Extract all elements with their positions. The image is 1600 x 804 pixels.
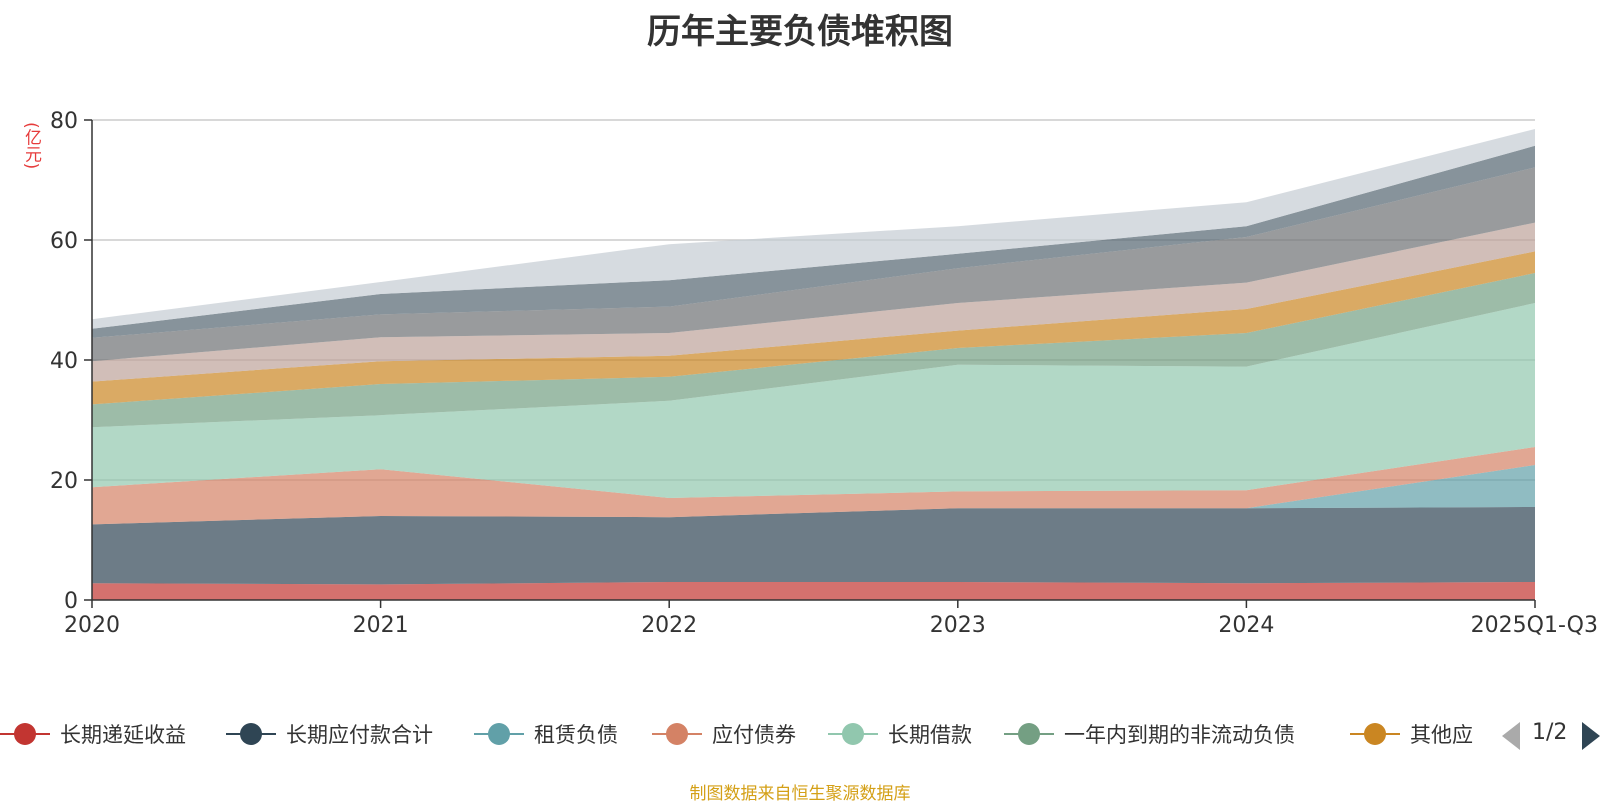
legend-item-2[interactable]: 长期应付款合计 xyxy=(226,716,433,752)
legend-item-1[interactable]: 长期递延收益 xyxy=(0,716,186,752)
legend-dot xyxy=(14,723,36,745)
data-source-note: 制图数据来自恒生聚源数据库 xyxy=(689,784,911,804)
legend-marker-icon xyxy=(1004,716,1054,752)
x-tick-label: 2024 xyxy=(1218,613,1274,638)
area-series-11 xyxy=(92,129,1535,329)
legend-dot xyxy=(1364,723,1386,745)
legend-dot xyxy=(488,723,510,745)
x-tick-label: 2022 xyxy=(641,613,697,638)
x-tick-label: 2020 xyxy=(64,613,120,638)
x-tick-label: 2023 xyxy=(930,613,986,638)
legend-marker-icon xyxy=(474,716,524,752)
x-tick-label: 2025Q1-Q3 xyxy=(1471,613,1598,638)
legend-dot xyxy=(1018,723,1040,745)
legend-label: 应付债券 xyxy=(712,723,796,747)
y-tick-label: 20 xyxy=(50,469,78,494)
area-layers xyxy=(92,129,1535,600)
y-tick-label: 0 xyxy=(64,589,78,614)
legend-label: 长期应付款合计 xyxy=(286,723,433,747)
y-axis-unit-label: (亿元) xyxy=(21,122,41,170)
y-tick-label: 40 xyxy=(50,349,78,374)
axes: 0 20 40 60 80 2020 2021 2022 2023 2024 2025Q1-Q3 xyxy=(50,109,1598,638)
x-tick-label: 2021 xyxy=(353,613,409,638)
area-series-10 xyxy=(92,145,1535,338)
legend-item-7[interactable]: 其他应 xyxy=(1350,716,1473,752)
legend-prev-page-icon[interactable] xyxy=(1502,722,1520,750)
area-series-7 xyxy=(92,251,1535,405)
legend-item-4[interactable]: 应付债券 xyxy=(652,716,796,752)
legend-marker-icon xyxy=(0,716,50,752)
area-series-4 xyxy=(92,447,1535,525)
chart-title: 历年主要负债堆积图 xyxy=(647,12,953,52)
legend-marker-icon xyxy=(226,716,276,752)
legend-label: 其他应 xyxy=(1410,723,1473,747)
y-tick-label: 80 xyxy=(50,109,78,134)
area-series-9 xyxy=(92,167,1535,362)
area-series-2 xyxy=(92,507,1535,585)
legend-label: 长期递延收益 xyxy=(60,723,186,747)
legend-label: 租赁负债 xyxy=(534,723,618,747)
legend-marker-icon xyxy=(1350,716,1400,752)
area-series-5 xyxy=(92,303,1535,498)
legend-item-6[interactable]: 一年内到期的非流动负债 xyxy=(1004,716,1295,752)
y-tick-label: 60 xyxy=(50,229,78,254)
legend-marker-icon xyxy=(828,716,878,752)
legend-dot xyxy=(240,723,262,745)
legend-item-3[interactable]: 租赁负债 xyxy=(474,716,618,752)
legend-dot xyxy=(842,723,864,745)
area-series-1 xyxy=(92,582,1535,600)
legend: 长期递延收益 长期应付款合计 租赁负债 应付债券 长期借款 一年内到期的非流动负… xyxy=(0,716,1600,752)
legend-item-5[interactable]: 长期借款 xyxy=(828,716,972,752)
legend-label: 一年内到期的非流动负债 xyxy=(1064,723,1295,747)
area-series-6 xyxy=(92,273,1535,428)
legend-marker-icon xyxy=(652,716,702,752)
legend-page-indicator: 1/2 xyxy=(1532,720,1568,745)
legend-dot xyxy=(666,723,688,745)
legend-pager: 1/2 xyxy=(1498,718,1600,752)
legend-next-page-icon[interactable] xyxy=(1582,722,1600,750)
legend-label: 长期借款 xyxy=(888,723,972,747)
area-series-8 xyxy=(92,222,1535,382)
